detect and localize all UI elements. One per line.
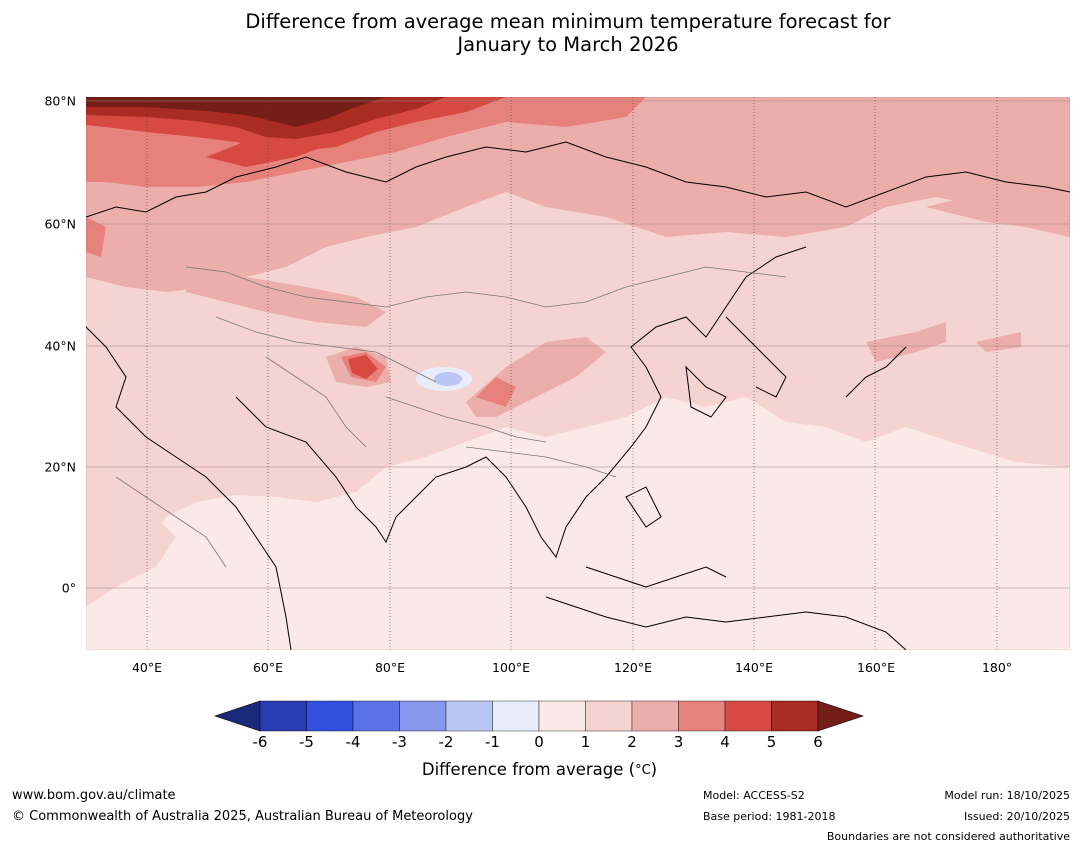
colorbar-label-unit: °C — [635, 763, 651, 778]
colorbar-extend-high — [817, 700, 864, 732]
anomaly-zone-1-2-africa — [86, 517, 176, 607]
lat-label-80n: 80°N — [44, 93, 76, 109]
footer-disclaimer: Boundaries are not considered authoritat… — [826, 830, 1070, 843]
colorbar-extend-low — [214, 700, 261, 732]
colorbar-tick-label: 0 — [534, 733, 544, 751]
lat-label-40n: 40°N — [44, 338, 76, 354]
colorbar-swatch--4-to--3 — [352, 700, 400, 732]
colorbar-label: Difference from average (°C) — [0, 760, 1081, 779]
colorbar-swatch-5-to-6 — [771, 700, 819, 732]
colorbar-swatch-1-to-2 — [585, 700, 633, 732]
colorbar-swatch-3-to-4 — [678, 700, 726, 732]
anomaly-zone-gt-6 — [86, 97, 386, 127]
footer-issued: Issued: 20/10/2025 — [963, 810, 1070, 823]
lon-label-160e: 160°E — [856, 660, 896, 675]
colorbar-tick-label: 1 — [580, 733, 591, 751]
colorbar-label-prefix: Difference from average ( — [421, 760, 636, 779]
colorbar-swatch-2-to-3 — [631, 700, 679, 732]
anomaly-zone-2-3-central — [186, 272, 386, 327]
title-line-1: Difference from average mean minimum tem… — [245, 10, 891, 33]
colorbar-tick-label: -4 — [345, 733, 361, 751]
colorbar-swatch--6-to--5 — [259, 700, 307, 732]
lon-label-180: 180° — [981, 660, 1013, 675]
footer-base-period: Base period: 1981-2018 — [703, 810, 836, 823]
colorbar — [214, 700, 864, 732]
title-line-2: January to March 2026 — [457, 33, 679, 56]
footer-model: Model: ACCESS-S2 — [703, 789, 805, 802]
map-title: Difference from average mean minimum tem… — [0, 10, 1081, 56]
anomaly-zone-3-4-tibet — [476, 377, 516, 407]
anomaly-zone-2-3-pacific — [866, 322, 946, 362]
lon-label-100e: 100°E — [491, 660, 531, 675]
lat-label-60n: 60°N — [44, 216, 76, 232]
colorbar-tick-label: -1 — [485, 733, 500, 751]
colorbar-label-suffix: ) — [650, 760, 658, 779]
lon-label-40e: 40°E — [131, 660, 163, 675]
anomaly-zone-4-5-pamir — [348, 355, 378, 379]
colorbar-tick-label: 5 — [766, 733, 777, 751]
anomaly-zone-4-5-kara — [206, 132, 336, 167]
country-boundaries — [115, 266, 787, 568]
colorbar-tick-label: -2 — [438, 733, 454, 751]
colorbar-swatch--1-to-0 — [492, 700, 540, 732]
colorbar-swatch--5-to--4 — [306, 700, 354, 732]
footer-copyright: © Commonwealth of Australia 2025, Austra… — [12, 809, 473, 824]
footer-model-run: Model run: 18/10/2025 — [944, 789, 1070, 802]
colorbar-tick-label: -3 — [392, 733, 407, 751]
colorbar-swatch--3-to--2 — [399, 700, 447, 732]
gridlines — [86, 97, 1070, 650]
colorbar-swatch--2-to--1 — [445, 700, 493, 732]
anomaly-zone-3-4-west — [86, 217, 106, 257]
anomaly-zone-2-3-nw-pacific — [976, 332, 1021, 352]
lon-label-80e: 80°E — [374, 660, 406, 675]
colorbar-tick-label: -5 — [299, 733, 314, 751]
forecast-map — [86, 97, 1070, 650]
anomaly-zone-2-3-kamchatka — [926, 192, 1070, 237]
colorbar-swatch-0-to-1 — [538, 700, 586, 732]
colorbar-tick-label: -6 — [252, 733, 268, 751]
colorbar-tick-label: 6 — [813, 733, 823, 751]
lon-label-60e: 60°E — [252, 660, 284, 675]
anomaly-zone-cool-2 — [434, 372, 462, 386]
footer-website-link[interactable]: www.bom.gov.au/climate — [12, 788, 176, 803]
lat-label-0: 0° — [61, 580, 76, 596]
lon-label-140e: 140°E — [734, 660, 774, 675]
colorbar-tick-label: 4 — [720, 733, 730, 751]
coastlines — [86, 141, 1070, 650]
lon-label-120e: 120°E — [613, 660, 653, 675]
colorbar-tick-label: 2 — [627, 733, 637, 751]
colorbar-tick-label: 3 — [673, 733, 684, 751]
lat-label-20n: 20°N — [44, 459, 76, 475]
colorbar-swatch-4-to-5 — [724, 700, 772, 732]
